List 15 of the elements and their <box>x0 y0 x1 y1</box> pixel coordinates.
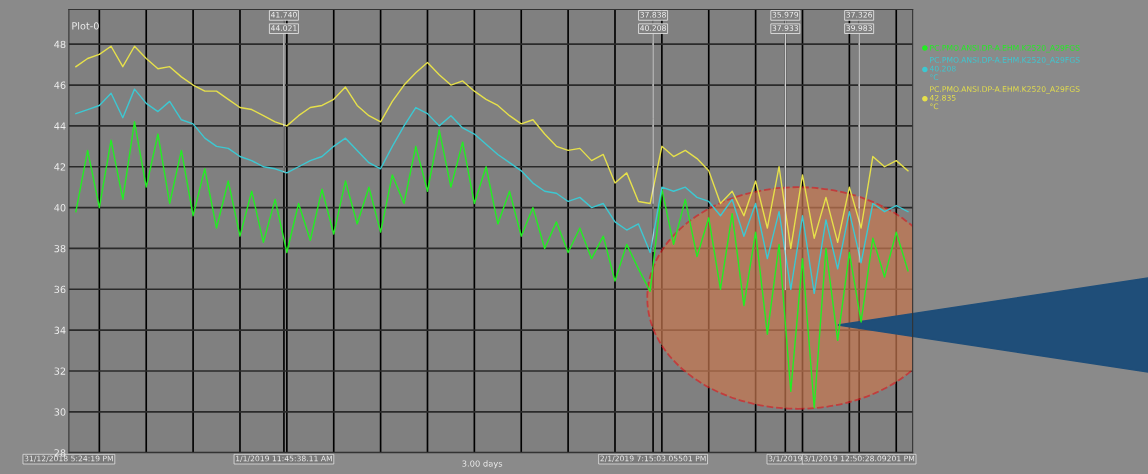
y-tick-label: 44 <box>54 122 66 130</box>
y-tick-label: 32 <box>54 367 66 375</box>
y-tick-label: 48 <box>54 40 66 49</box>
y-tick-label: 36 <box>54 285 66 294</box>
line-series <box>75 121 909 409</box>
y-tick-label: 40 <box>54 204 66 212</box>
y-tick-label: 38 <box>54 244 66 253</box>
y-tick-label: 46 <box>54 81 66 89</box>
line-series <box>75 88 909 295</box>
text: 3.00 days <box>462 460 503 469</box>
y-tick-label: 30 <box>54 408 66 416</box>
y-tick-label: 42 <box>54 163 66 171</box>
y-tick-label: 28 <box>54 449 66 457</box>
y-tick-label: 34 <box>54 326 66 334</box>
line-series <box>75 45 909 250</box>
